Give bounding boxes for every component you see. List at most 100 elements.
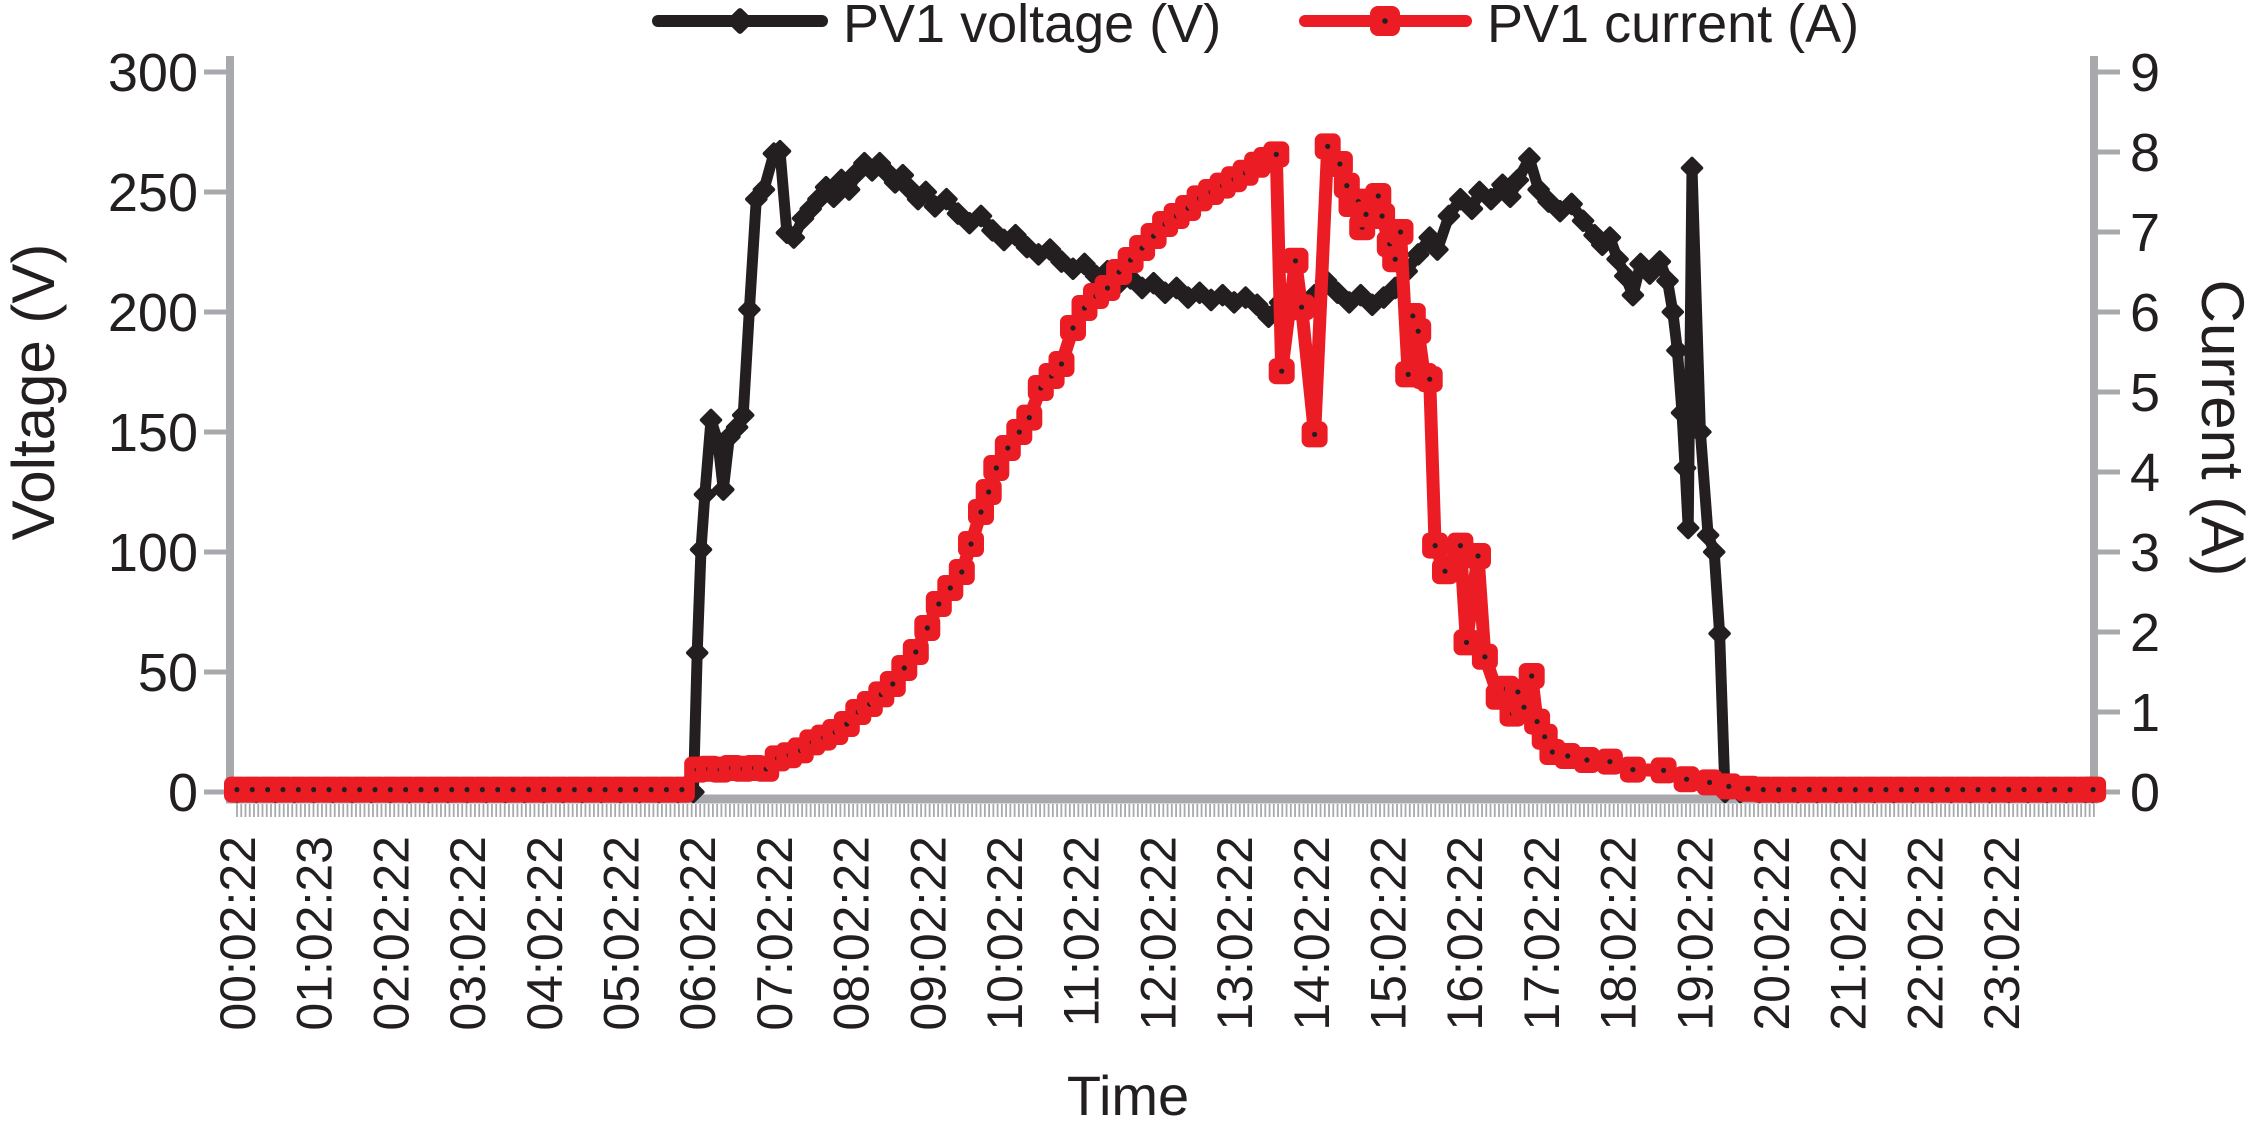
y-axis-left-ticks bbox=[204, 69, 226, 795]
x-tick-label: 04:02:22 bbox=[517, 836, 573, 1031]
current-marker-dot bbox=[1005, 445, 1011, 451]
current-marker-dot bbox=[1292, 258, 1299, 264]
voltage-marker-diamond bbox=[1708, 622, 1731, 645]
voltage-marker-diamond bbox=[1661, 300, 1684, 324]
voltage-marker-diamond bbox=[1621, 284, 1645, 307]
current-marker-dot bbox=[1584, 757, 1590, 763]
current-marker-dot bbox=[617, 787, 624, 793]
y-tick-label-right: 7 bbox=[2130, 203, 2160, 263]
x-tick-label: 16:02:22 bbox=[1437, 836, 1493, 1031]
voltage-marker-diamond bbox=[837, 178, 861, 201]
x-tick-label: 13:02:22 bbox=[1207, 836, 1263, 1031]
x-tick-label: 03:02:22 bbox=[440, 836, 496, 1031]
current-marker-dot bbox=[2006, 787, 2012, 793]
current-marker-dot bbox=[1707, 779, 1713, 786]
current-marker-dot bbox=[249, 787, 255, 793]
current-marker-dot bbox=[924, 625, 930, 631]
voltage-marker-diamond bbox=[1407, 243, 1430, 266]
x-tick-label: 14:02:22 bbox=[1284, 836, 1340, 1031]
voltage-marker-diamond bbox=[1648, 250, 1671, 273]
voltage-marker-diamond bbox=[1571, 209, 1595, 232]
current-marker-dot bbox=[1726, 783, 1732, 790]
current-marker-dot bbox=[1410, 313, 1416, 319]
current-marker-dot bbox=[372, 787, 378, 793]
voltage-marker-diamond bbox=[1245, 293, 1269, 316]
legend-voltage-diamond-icon bbox=[727, 8, 753, 34]
current-marker-dot bbox=[1344, 183, 1350, 189]
current-marker-dot bbox=[1475, 553, 1481, 559]
legend bbox=[652, 6, 1472, 36]
current-marker-dot bbox=[495, 787, 501, 793]
x-tick-label: 02:02:22 bbox=[363, 836, 419, 1031]
current-marker-dot bbox=[1427, 376, 1433, 382]
x-tick-label: 06:02:22 bbox=[670, 836, 726, 1031]
current-marker-dot bbox=[2021, 787, 2027, 793]
current-marker-dot bbox=[1463, 639, 1470, 646]
current-marker-dot bbox=[1482, 654, 1488, 660]
current-marker-dot bbox=[1806, 787, 1812, 793]
current-marker-dot bbox=[234, 787, 240, 793]
y-tick-label-right: 1 bbox=[2130, 683, 2160, 743]
current-marker-dot bbox=[280, 787, 286, 793]
current-marker-dot bbox=[1515, 689, 1521, 695]
current-marker-dot bbox=[1442, 568, 1448, 574]
current-marker-dot bbox=[1392, 256, 1398, 262]
y-axis-title-current: Current (A) bbox=[2189, 279, 2256, 577]
current-marker-dot bbox=[464, 787, 470, 793]
current-marker-dot bbox=[449, 787, 455, 793]
current-series bbox=[224, 133, 2107, 803]
y-tick-label-right: 4 bbox=[2130, 443, 2160, 503]
current-marker-dot bbox=[1104, 285, 1111, 291]
current-marker-dot bbox=[936, 601, 942, 607]
current-marker-dot bbox=[295, 787, 301, 793]
y-tick-label-right: 2 bbox=[2130, 603, 2160, 663]
voltage-marker-diamond bbox=[1506, 168, 1530, 192]
current-marker-dot bbox=[403, 787, 409, 793]
y-tick-label-left: 200 bbox=[108, 283, 198, 343]
y-tick-label-right: 9 bbox=[2130, 43, 2160, 103]
current-marker-dot bbox=[1397, 229, 1404, 235]
voltage-marker-diamond bbox=[1614, 264, 1637, 288]
voltage-marker-diamond bbox=[1670, 401, 1694, 424]
y-tick-label-left: 100 bbox=[108, 523, 198, 583]
voltage-marker-diamond bbox=[1479, 188, 1503, 211]
current-marker-dot bbox=[571, 787, 578, 793]
current-marker-dot bbox=[357, 787, 363, 793]
current-marker-dot bbox=[1960, 787, 1966, 793]
current-marker-dot bbox=[1299, 304, 1305, 310]
current-marker-dot bbox=[968, 541, 974, 547]
current-marker-dot bbox=[1852, 787, 1858, 793]
voltage-marker-diamond bbox=[732, 404, 755, 427]
current-marker-dot bbox=[993, 465, 999, 471]
current-marker-dot bbox=[1745, 786, 1751, 792]
voltage-marker-diamond bbox=[1666, 339, 1689, 362]
voltage-marker-diamond bbox=[1606, 248, 1629, 271]
voltage-marker-diamond bbox=[1598, 226, 1622, 249]
current-marker-dot bbox=[1415, 328, 1421, 334]
y-tick-label-right: 5 bbox=[2130, 363, 2160, 423]
current-marker-dot bbox=[1975, 787, 1981, 793]
current-marker-dot bbox=[311, 787, 317, 793]
current-marker-dot bbox=[387, 787, 393, 793]
current-marker-dot bbox=[1929, 787, 1935, 793]
y-tick-label-left: 300 bbox=[108, 43, 198, 103]
voltage-marker-diamond bbox=[1656, 269, 1679, 292]
current-marker-dot bbox=[648, 787, 654, 793]
current-marker-dot bbox=[479, 787, 485, 793]
current-marker-dot bbox=[1521, 704, 1527, 710]
x-tick-label: 09:02:22 bbox=[900, 836, 956, 1031]
current-marker-dot bbox=[1822, 787, 1828, 793]
current-marker-dot bbox=[1565, 753, 1571, 759]
current-marker-dot bbox=[1312, 431, 1318, 437]
current-marker-dot bbox=[1760, 787, 1766, 793]
current-marker-dot bbox=[978, 509, 984, 515]
voltage-marker-diamond bbox=[1073, 252, 1096, 276]
voltage-marker-diamond bbox=[969, 204, 993, 228]
current-marker-dot bbox=[890, 681, 896, 687]
current-marker-dot bbox=[1684, 776, 1690, 782]
current-marker-dot bbox=[1070, 325, 1076, 331]
current-marker-dot bbox=[418, 787, 424, 793]
current-marker-dot bbox=[1432, 543, 1438, 549]
y-tick-label-right: 3 bbox=[2130, 523, 2160, 583]
voltage-marker-diamond bbox=[914, 180, 937, 204]
